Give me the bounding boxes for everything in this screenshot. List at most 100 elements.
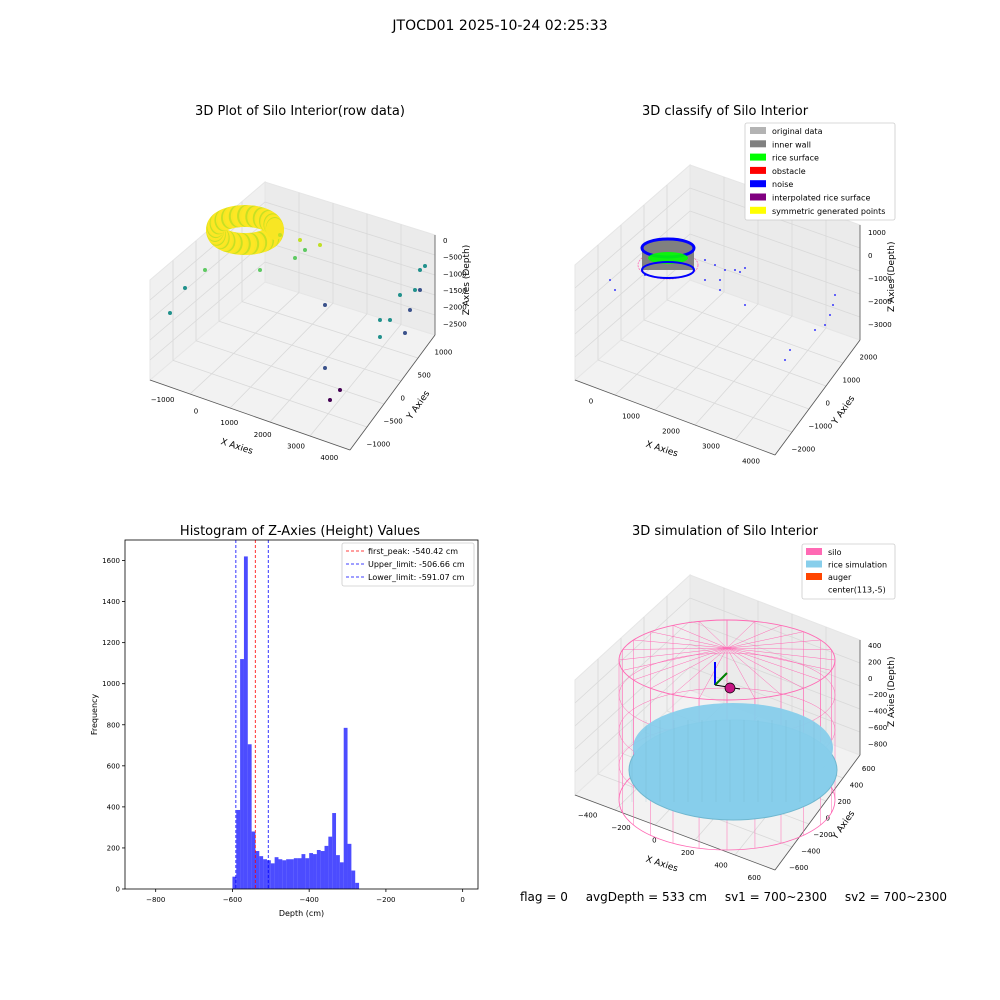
y-tick-label: 1600: [102, 557, 120, 565]
z-tick-label: −500: [443, 254, 462, 262]
gridline: [666, 299, 844, 364]
histogram-bar: [328, 836, 333, 889]
y-tick-label: 0: [116, 886, 120, 894]
legend-label: interpolated rice surface: [772, 194, 870, 203]
gridline: [643, 319, 827, 387]
x-tick-label: 4000: [320, 454, 338, 460]
y-tick-label: 1200: [102, 639, 120, 647]
y-axis-label: Y Axies: [405, 389, 433, 422]
y-tick-label: −1000: [367, 441, 391, 449]
legend: first_peak: -540.42 cm Upper_limit: -506.…: [341, 542, 475, 587]
data-point: [403, 331, 407, 335]
x-tick-label: −400: [578, 811, 597, 819]
silo-roof-wire: [726, 647, 832, 650]
noise-point: [789, 349, 791, 351]
y-axis-line: [774, 339, 861, 456]
gridline: [264, 221, 436, 276]
center-axis-y: [714, 672, 728, 686]
z-tick-label: −1000: [443, 270, 467, 278]
gridline: [241, 301, 419, 359]
legend-label: symmetric generated points: [772, 207, 885, 216]
data-point: [418, 268, 422, 272]
z-axis-label: Z Axies (Depth): [887, 241, 897, 312]
legend-swatch: [750, 193, 766, 201]
histogram-bar: [274, 857, 279, 889]
noise-ring: [641, 261, 695, 279]
legend-label: first_peak: -540.42 cm: [368, 547, 458, 556]
rice-surface: [648, 252, 688, 264]
data-point: [388, 318, 392, 322]
legend-box: [341, 542, 475, 587]
y-tick-label: 1000: [843, 377, 861, 385]
rice-simulation-top: [633, 703, 833, 793]
gridline: [189, 292, 300, 395]
gridline: [269, 313, 368, 423]
x-tick-label: −200: [376, 896, 395, 904]
point-cloud-ring: [265, 218, 284, 241]
gridline: [574, 597, 691, 704]
histogram-bar: [266, 860, 271, 889]
noise-point: [784, 359, 786, 361]
z-tick-label: −1500: [443, 287, 467, 295]
gridline: [614, 291, 725, 396]
legend-label: rice simulation: [828, 561, 887, 570]
x-tick-label: −800: [146, 896, 165, 904]
gridline: [574, 187, 691, 289]
legend-label: noise: [772, 180, 793, 189]
pane: [149, 180, 266, 382]
histogram-bar: [240, 659, 244, 889]
y-axis-label: Y Axies: [830, 809, 858, 842]
legend: original data inner wall rice surface obsta…: [744, 122, 896, 221]
avg-depth-readout: avgDepth = 533 cm: [585, 890, 707, 904]
silo-roof-wire: [622, 647, 728, 650]
y-tick-label: 400: [107, 803, 120, 811]
silo-roof-wire: [698, 621, 728, 649]
histogram-bar: [355, 882, 360, 889]
x-axis-label: X Axies: [644, 855, 679, 875]
data-point: [413, 288, 417, 292]
y-tick-label: −600: [789, 864, 808, 872]
data-point: [203, 268, 207, 272]
histogram-bar: [255, 851, 260, 889]
legend-box: [744, 122, 896, 221]
legend-swatch: [750, 153, 766, 161]
gridline: [149, 241, 266, 341]
noise-point: [814, 329, 816, 331]
silo-roof-wire: [672, 625, 728, 649]
x-tick-label: 4000: [742, 458, 760, 466]
data-point: [378, 318, 382, 322]
legend-swatch: [750, 180, 766, 188]
gridline: [264, 261, 436, 316]
gridline: [620, 339, 810, 410]
panel-raw-title: 3D Plot of Silo Interior(row data): [195, 104, 405, 119]
noise-point: [614, 289, 616, 291]
histogram-bar: [251, 831, 256, 889]
figure-title: JTOCD01 2025-10-24 02:25:33: [392, 18, 608, 34]
y-tick-label: 500: [418, 372, 431, 380]
x-tick-label: 1000: [622, 413, 640, 421]
gridline: [149, 261, 266, 361]
z-tick-label: −2500: [443, 320, 467, 328]
legend-swatch: [806, 560, 822, 568]
noise-point: [644, 274, 646, 276]
legend-label: Upper_limit: -506.66 cm: [368, 560, 465, 569]
histogram-bar: [289, 859, 294, 889]
x-tick-label: 2000: [254, 431, 272, 439]
histogram-bar: [324, 845, 329, 889]
legend-label: original data: [772, 127, 823, 136]
data-point: [258, 268, 262, 272]
silo-roof-wire: [726, 631, 804, 649]
histogram-bar: [320, 851, 325, 889]
gridline: [689, 256, 861, 318]
z-tick-label: 0: [443, 237, 447, 245]
plot-frame: [124, 539, 479, 890]
legend-swatch: [806, 573, 822, 580]
gridline: [574, 666, 691, 773]
gridline: [574, 210, 691, 312]
data-point: [418, 288, 422, 292]
gridline: [689, 643, 861, 710]
histogram-bar: [301, 854, 306, 889]
x-tick-label: −200: [611, 824, 630, 832]
y-tick-label: −400: [801, 847, 820, 855]
data-point: [338, 388, 342, 392]
